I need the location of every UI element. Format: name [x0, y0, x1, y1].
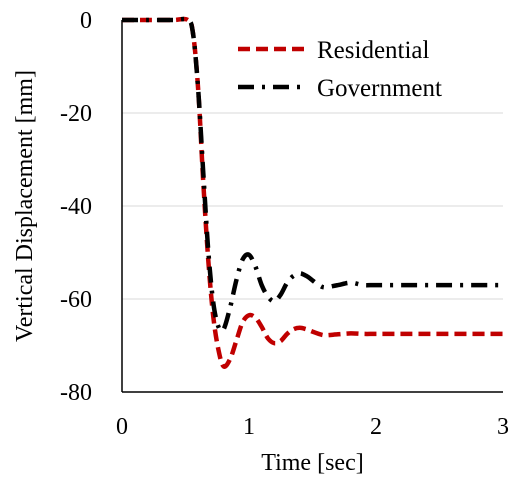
y-tick-labels: 0 -20 -40 -60 -80 [60, 8, 92, 406]
legend-label-government: Government [317, 75, 442, 102]
grid [122, 112, 503, 300]
series-line-residential [121, 16, 503, 369]
x-tick-labels: 0 1 2 3 [116, 414, 509, 440]
y-tick-label: -80 [60, 380, 92, 406]
series-lines [121, 16, 503, 369]
series-line-government [121, 16, 503, 334]
x-tick-label: 0 [116, 414, 128, 440]
y-axis-label: Vertical Displacement [mm] [12, 70, 38, 342]
x-tick-label: 1 [243, 414, 255, 440]
axes [121, 20, 503, 393]
x-tick-label: 3 [497, 414, 509, 440]
x-axis-label: Time [sec] [261, 450, 363, 476]
y-tick-label: -40 [60, 194, 92, 220]
legend: Residential Government [238, 37, 442, 102]
legend-label-residential: Residential [317, 37, 430, 64]
y-tick-label: -60 [60, 287, 92, 313]
y-tick-label: 0 [80, 8, 92, 34]
y-tick-label: -20 [60, 101, 92, 127]
x-tick-label: 2 [370, 414, 382, 440]
